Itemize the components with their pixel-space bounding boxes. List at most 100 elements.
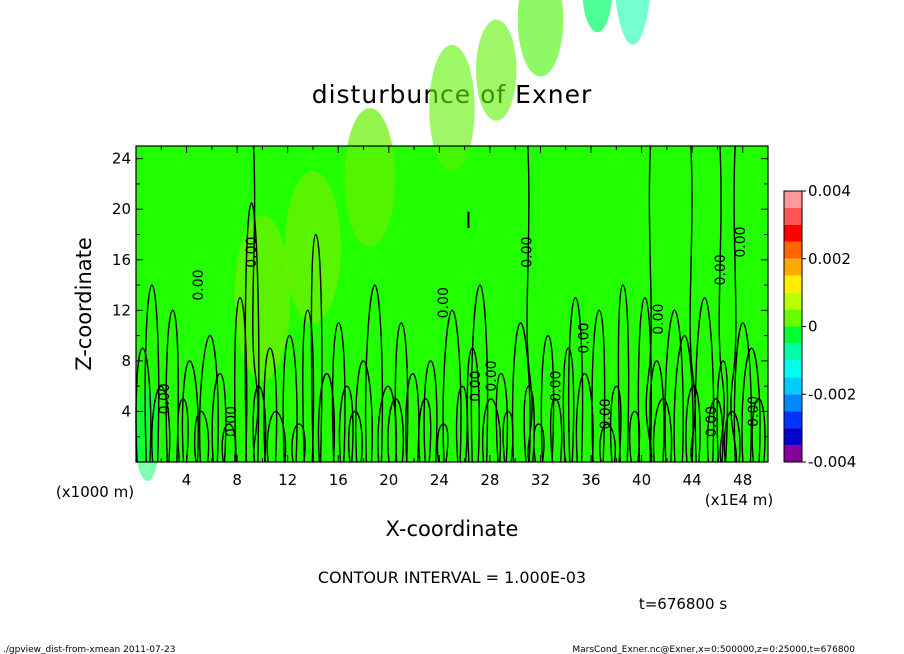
- colorbar-level: [784, 428, 802, 446]
- contour-label: 0.00: [244, 237, 260, 268]
- contour-line: [211, 372, 227, 463]
- contour-line: [511, 322, 531, 463]
- field-patch: [344, 108, 396, 248]
- contour-line: [338, 385, 354, 463]
- colorbar-tick-label: 0.002: [808, 250, 851, 268]
- contour-line: [317, 372, 336, 463]
- contour-line: [144, 284, 160, 463]
- contour-line: [165, 309, 179, 463]
- contour-label: 0.00: [157, 383, 173, 414]
- contour-line: [549, 398, 563, 463]
- colorbar-level: [784, 309, 802, 327]
- contour-line: [664, 309, 684, 463]
- time-label: t=676800 s: [639, 595, 727, 613]
- footer-left: ./gpview_dist-from-xmean 2011-07-23: [3, 645, 175, 654]
- x-tick-label: 16: [329, 471, 348, 489]
- contour-label: 0.00: [436, 287, 452, 318]
- y-axis: 4 8 12 16 20 24: [112, 150, 768, 438]
- contour-line: [673, 334, 694, 463]
- colorbar-level: [784, 360, 802, 378]
- x-tick-label: 20: [379, 471, 398, 489]
- contour-line: [263, 347, 278, 463]
- colorbar-tick-label: 0.004: [808, 182, 851, 200]
- y-tick-label: 16: [112, 251, 131, 269]
- colorbar-tick-label: 0: [808, 318, 818, 336]
- contour-line: [347, 410, 363, 463]
- contour-line: [331, 322, 346, 463]
- contour-line: [442, 309, 462, 463]
- y-tick-label: 4: [121, 402, 131, 420]
- contour-line: [718, 145, 725, 463]
- footer-right: MarsCond_Exner.nc@Exner,x=0:500000,z=0:2…: [572, 645, 855, 654]
- y-tick-label: 20: [112, 200, 131, 218]
- colorbar-level: [784, 241, 802, 259]
- y-tick-label: 24: [112, 150, 131, 168]
- contour-line: [282, 334, 298, 463]
- contour-label: 0.00: [191, 269, 207, 300]
- contour-label: 0.00: [651, 304, 667, 335]
- contour-line: [648, 360, 665, 463]
- contour-line: [575, 372, 594, 463]
- contour-label: 0.00: [733, 226, 749, 257]
- contour-line: [609, 385, 622, 463]
- contour-line: [244, 202, 260, 463]
- x-tick-label: 24: [430, 471, 449, 489]
- contour-line: [533, 423, 545, 463]
- contour-lines: [135, 145, 766, 463]
- contour-label: 0.00: [484, 360, 500, 391]
- contour-line: [523, 385, 535, 463]
- contour-line: [599, 423, 616, 463]
- contour-label: 0.00: [713, 254, 729, 285]
- contour-line: [562, 347, 575, 463]
- field-patch: [234, 215, 291, 380]
- contour-line: [741, 347, 761, 463]
- contour-line: [733, 322, 752, 463]
- contour-line: [526, 145, 533, 463]
- colorbar-level: [784, 326, 802, 344]
- contour-line: [470, 284, 489, 463]
- contour-line: [252, 145, 259, 463]
- contour-label: 0.00: [520, 237, 536, 268]
- x-axis: 4 8 12 16 20 24 28 32 36 40 44 48: [160, 146, 752, 489]
- colorbar-level: [784, 258, 802, 276]
- colorbar-tick-label: -0.004: [808, 453, 856, 471]
- colorbar-level: [784, 275, 802, 293]
- colorbar-level: [784, 191, 802, 208]
- contour-interval: CONTOUR INTERVAL = 1.000E-03: [318, 568, 586, 587]
- contour-label: 0.00: [549, 371, 565, 402]
- contour-line: [751, 398, 766, 463]
- field-patch: [582, 0, 612, 33]
- colorbar: 0.004 0.002 0 -0.002 -0.004: [783, 182, 856, 471]
- contour-line: [694, 296, 715, 463]
- contour-line: [716, 360, 729, 463]
- x-axis-label: X-coordinate: [386, 517, 519, 541]
- contour-label: 0.00: [704, 406, 720, 437]
- field-patch: [615, 0, 650, 45]
- contour-line: [481, 398, 502, 463]
- contour-label: 0.00: [224, 406, 240, 437]
- contour-line: [568, 296, 584, 463]
- x-tick-label: 40: [632, 471, 651, 489]
- colorbar-level: [784, 292, 802, 310]
- x-unit-right: (x1E4 m): [705, 491, 774, 509]
- contour-label: 0.00: [746, 396, 762, 427]
- contour-label: 0.00: [577, 323, 593, 354]
- contour-line: [423, 360, 438, 463]
- x-tick-label: 8: [232, 471, 242, 489]
- y-tick-label: 8: [121, 352, 131, 370]
- x-unit-left: (x1000 m): [56, 483, 134, 501]
- colorbar-level: [784, 411, 802, 429]
- colorbar-level: [784, 207, 802, 225]
- contour-line: [645, 145, 653, 463]
- contour-line: [591, 309, 606, 463]
- contour-line: [418, 398, 432, 463]
- colorbar-level: [784, 445, 802, 462]
- contour-line: [355, 360, 373, 463]
- contour-label: 0.00: [598, 398, 614, 429]
- x-tick-label: 28: [480, 471, 499, 489]
- x-tick-label: 32: [531, 471, 550, 489]
- contour-line: [394, 322, 409, 463]
- field-shading: [134, 0, 768, 481]
- contour-label: 0.00: [468, 371, 484, 402]
- y-axis-label: Z-coordinate: [72, 237, 96, 371]
